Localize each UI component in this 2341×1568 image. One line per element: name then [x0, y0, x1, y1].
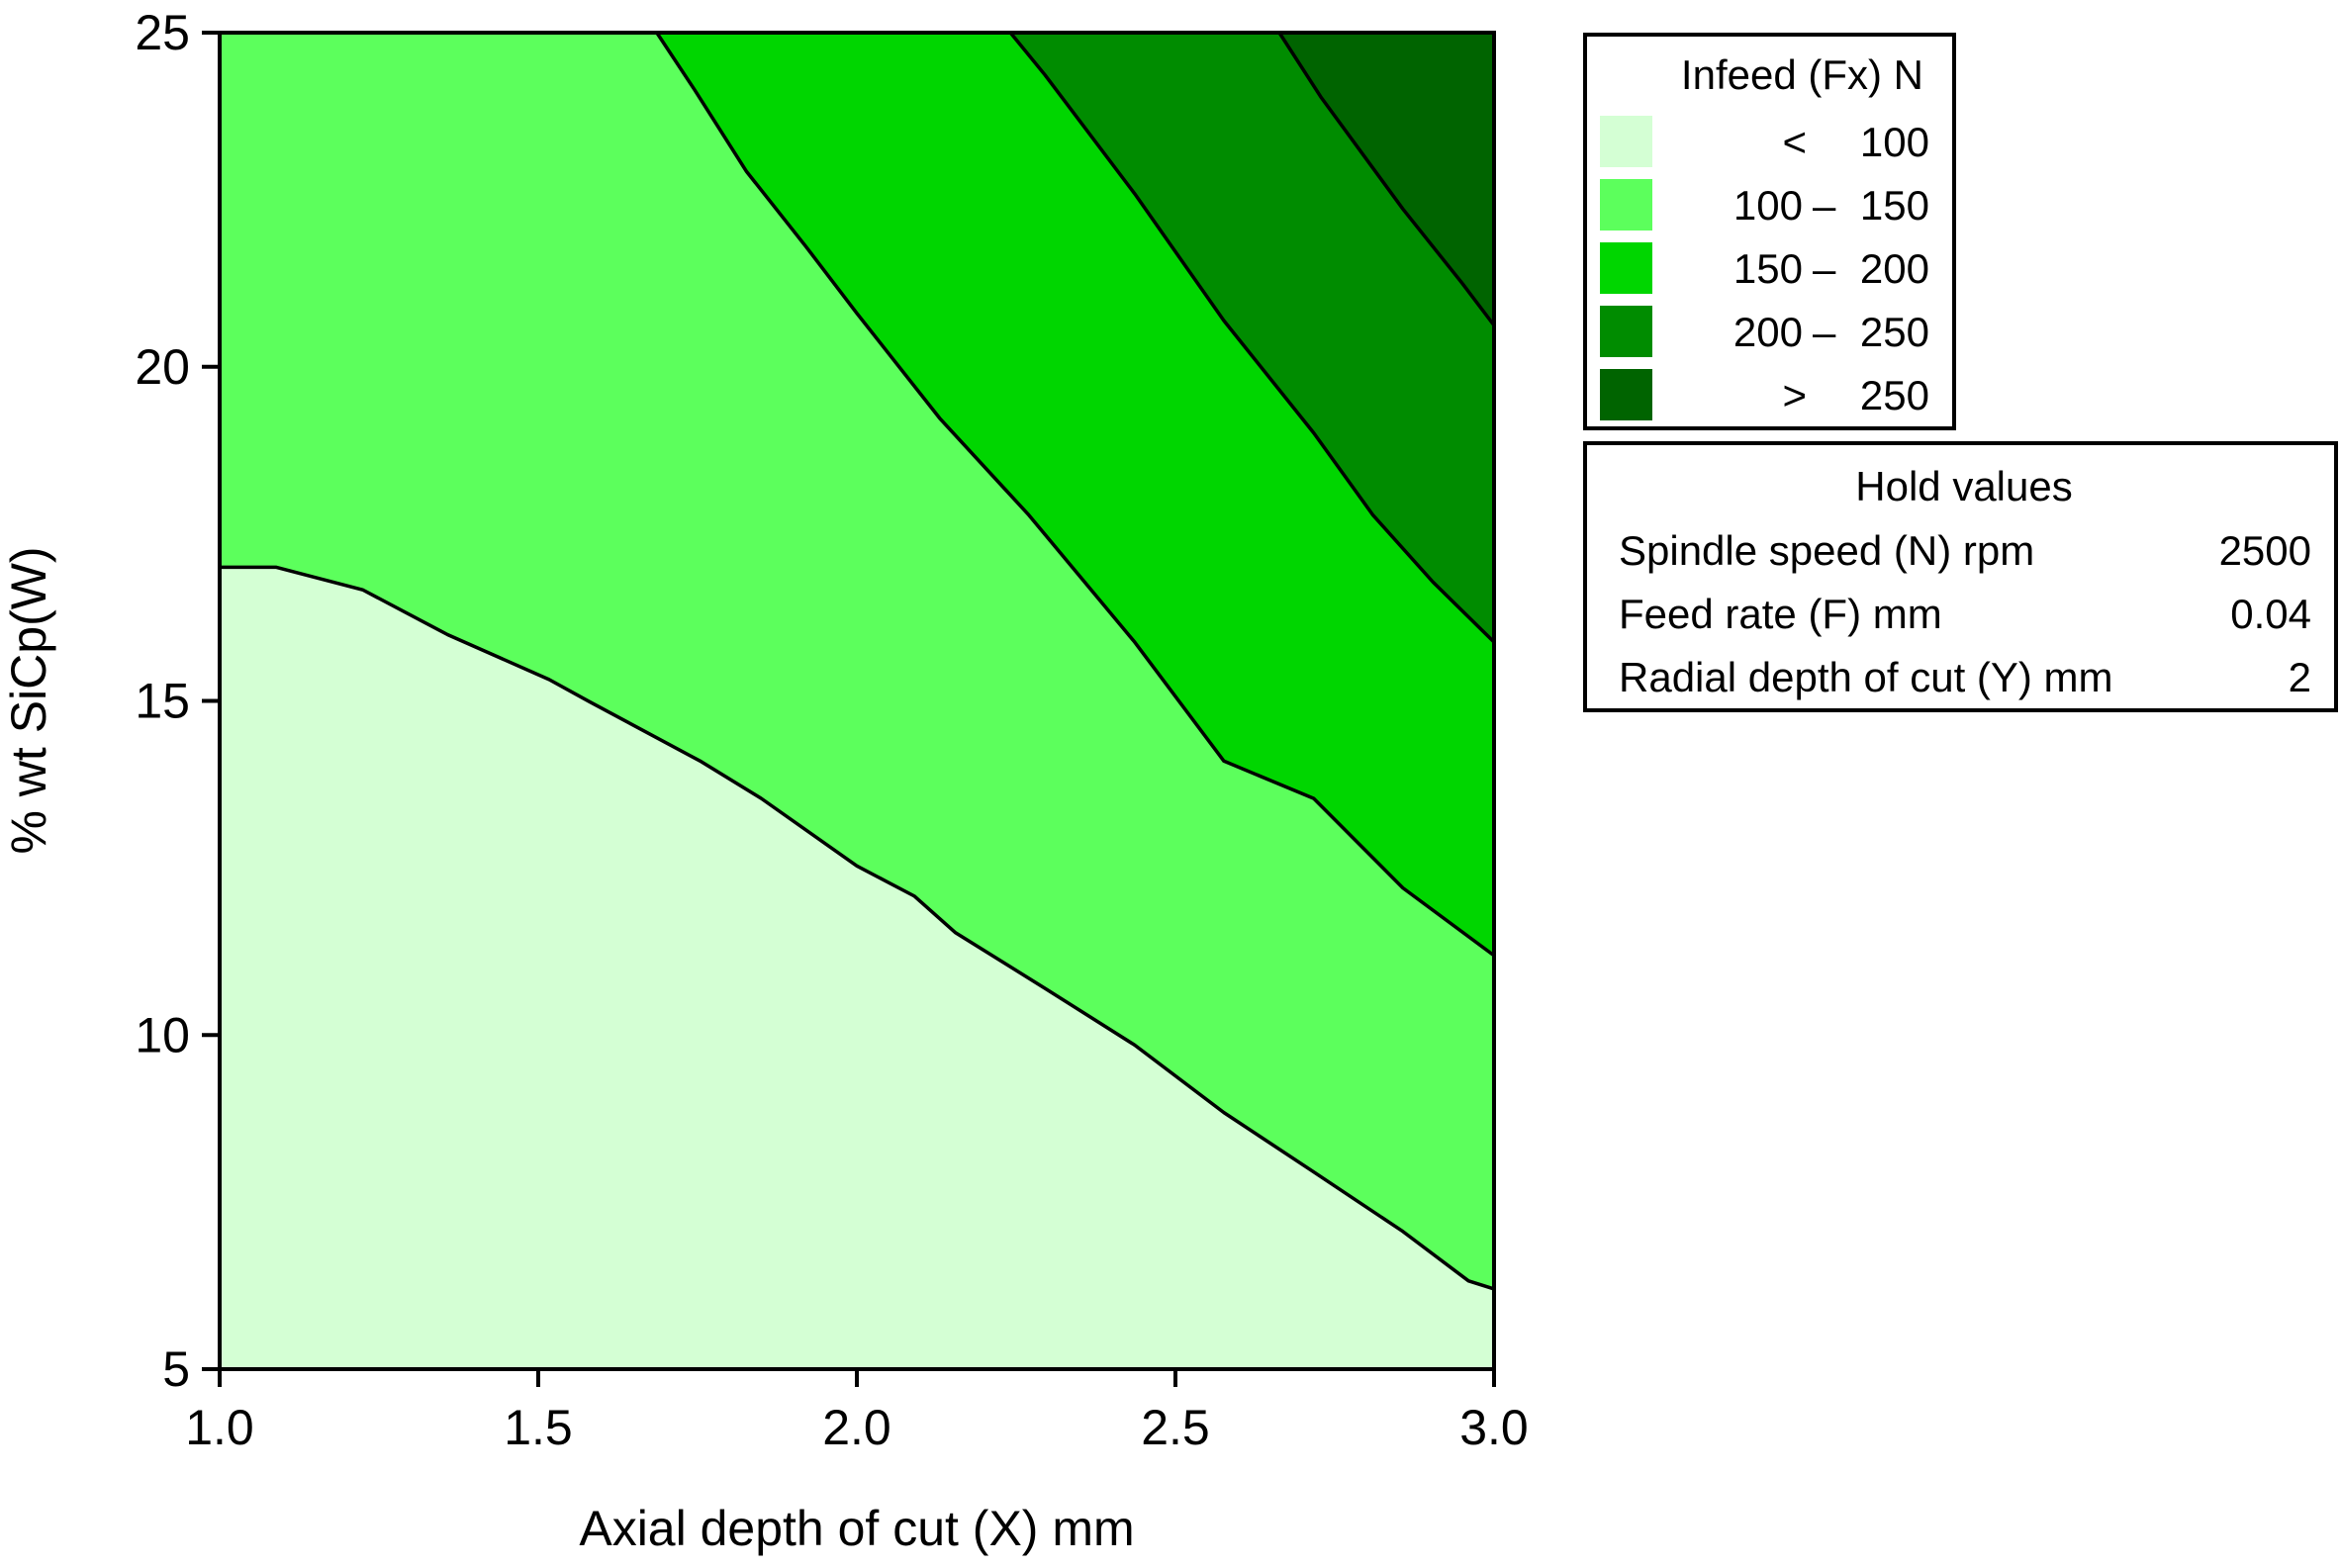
- legend-separator: >: [1782, 372, 1807, 418]
- legend-high: 100: [1860, 119, 1929, 165]
- y-tick-label: 15: [135, 674, 190, 729]
- y-tick-label: 20: [135, 339, 190, 395]
- x-tick-label: 2.5: [1141, 1400, 1210, 1455]
- hold-value-label: Spindle speed (N) rpm: [1619, 527, 2034, 574]
- legend-low: 100: [1733, 182, 1803, 229]
- legend-high: 250: [1860, 372, 1929, 418]
- legend-high: 150: [1860, 182, 1929, 229]
- legend-high: 200: [1860, 245, 1929, 292]
- legend-swatch: [1600, 179, 1652, 231]
- contour-line-250: [1277, 32, 1496, 326]
- x-tick-label: 3.0: [1459, 1400, 1529, 1455]
- legend-title: Infeed (Fx) N: [1681, 51, 1923, 98]
- legend-separator: –: [1813, 182, 1836, 229]
- y-tick-label: 10: [135, 1007, 190, 1062]
- contour-line-150: [655, 32, 1496, 958]
- hold-value-label: Feed rate (F) mm: [1619, 591, 1942, 637]
- x-axis: 1.0 1.5 2.0 2.5 3.0: [185, 1369, 1529, 1455]
- contour-lines: [220, 31, 1496, 1291]
- legend-swatch: [1600, 306, 1652, 357]
- y-axis: 5 10 15 20 25: [135, 5, 220, 1397]
- legend-low: 200: [1733, 309, 1803, 355]
- band-above-200: [1010, 33, 1494, 643]
- y-axis-label: % wt SiCp(W): [1, 546, 56, 854]
- x-tick-label: 1.5: [504, 1400, 573, 1455]
- legend-swatch: [1600, 116, 1652, 167]
- hold-values-box: Hold values Spindle speed (N) rpm 2500 Fee…: [1583, 441, 2338, 712]
- hold-value-label: Radial depth of cut (Y) mm: [1619, 654, 2113, 700]
- x-tick-label: 2.0: [822, 1400, 891, 1455]
- contour-bands: [220, 33, 1494, 1369]
- legend-separator: –: [1813, 309, 1836, 355]
- legend-separator: <: [1782, 119, 1807, 165]
- x-tick-label: 1.0: [185, 1400, 254, 1455]
- band-above-250: [1278, 33, 1494, 325]
- contour-line-100: [220, 565, 1495, 1291]
- hold-values-title: Hold values: [1855, 463, 2072, 509]
- legend-high: 250: [1860, 309, 1929, 355]
- legend: Infeed (Fx) N <100100–150150–200200–250>…: [1583, 33, 1956, 430]
- hold-value: 2500: [2219, 527, 2311, 574]
- legend-separator: –: [1813, 245, 1836, 292]
- x-axis-label: Axial depth of cut (X) mm: [579, 1501, 1134, 1556]
- y-tick-label: 25: [135, 5, 190, 60]
- hold-value: 0.04: [2230, 591, 2311, 637]
- band-below-100: [220, 567, 1494, 1369]
- legend-low: 150: [1733, 245, 1803, 292]
- y-tick-label: 5: [162, 1341, 190, 1397]
- hold-value: 2: [2289, 654, 2311, 700]
- contour-line-200: [1008, 31, 1496, 644]
- legend-swatch: [1600, 242, 1652, 294]
- legend-swatch: [1600, 369, 1652, 420]
